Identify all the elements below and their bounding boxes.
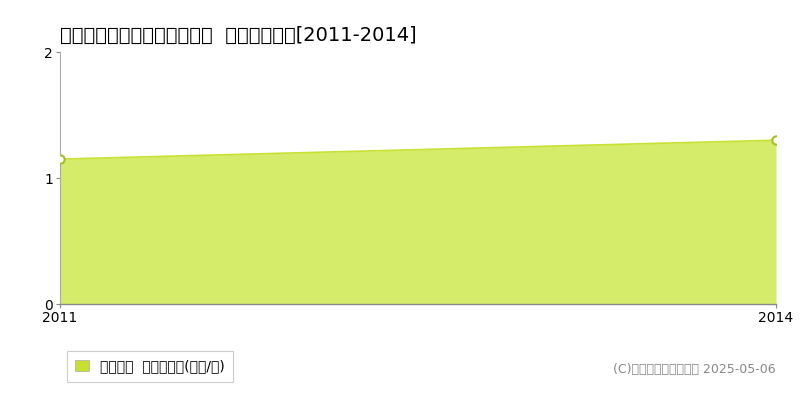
Text: (C)土地価格ドットコム 2025-05-06: (C)土地価格ドットコム 2025-05-06 bbox=[614, 363, 776, 376]
Legend: 土地価格  平均坪単価(万円/坪): 土地価格 平均坪単価(万円/坪) bbox=[67, 351, 234, 382]
Text: 多可郡多可町八千代区下三原  土地価格推移[2011-2014]: 多可郡多可町八千代区下三原 土地価格推移[2011-2014] bbox=[60, 26, 417, 45]
